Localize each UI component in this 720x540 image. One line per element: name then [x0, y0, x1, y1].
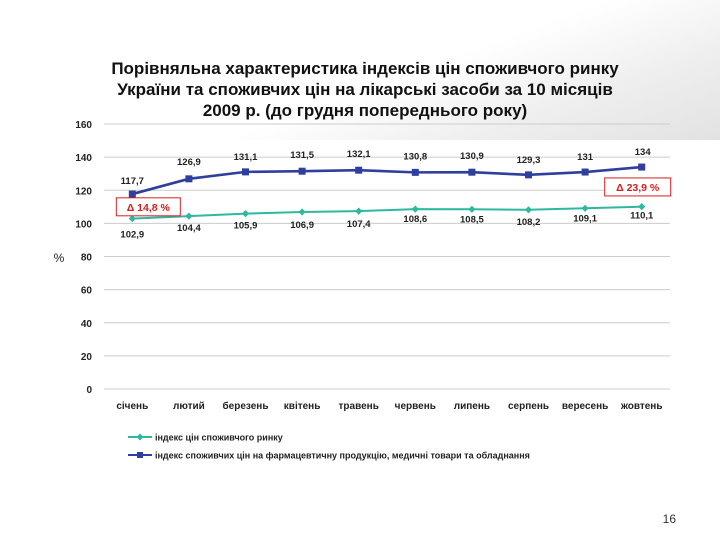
data-label: 132,1: [347, 149, 371, 160]
x-tick-label: квітень: [284, 401, 321, 412]
data-label: 108,2: [517, 217, 541, 228]
data-point: [128, 190, 136, 198]
data-point: [411, 168, 419, 176]
x-tick-label: червень: [395, 401, 436, 412]
delta-label-2: Δ 23,9 %: [616, 182, 660, 194]
y-tick-label: 160: [75, 120, 92, 131]
data-label: 106,9: [290, 220, 314, 231]
data-point: [525, 171, 532, 179]
y-tick-label: 60: [81, 286, 93, 297]
data-point: [468, 205, 476, 213]
data-label: 108,5: [460, 214, 484, 225]
data-label: 131,1: [234, 152, 258, 163]
page-number: 16: [662, 512, 676, 526]
data-label: 117,7: [121, 176, 144, 187]
delta-label-1: Δ 14,8 %: [127, 202, 171, 214]
y-tick-label: 140: [75, 153, 92, 164]
data-point: [298, 167, 306, 175]
data-label: 105,9: [234, 221, 258, 232]
data-label: 130,9: [460, 151, 484, 162]
y-tick-label: 40: [81, 319, 93, 330]
data-point: [355, 207, 363, 215]
delta-box-1: [115, 197, 181, 217]
data-point: [241, 210, 250, 218]
data-point: [638, 203, 646, 211]
delta-box-2: [604, 177, 672, 197]
x-tick-label: лютий: [173, 401, 205, 412]
data-label: 134: [635, 147, 652, 158]
data-label: 131,5: [290, 150, 314, 161]
data-label: 129,3: [517, 155, 541, 166]
data-point: [185, 175, 193, 183]
title-line-3: 2009 р. (до грудня попереднього року): [202, 101, 528, 120]
chart-title: Порівняльна характеристика індексів цін …: [60, 58, 670, 121]
x-tick-label: березень: [223, 400, 269, 412]
data-label: 110,1: [630, 211, 654, 222]
series-line-2: [131, 165, 642, 196]
y-axis-label: %: [54, 251, 65, 265]
data-label: 108,6: [403, 214, 427, 225]
y-tick-label: 120: [75, 186, 92, 197]
background-shade: [0, 0, 720, 140]
data-label: 104,4: [177, 223, 201, 234]
legend-swatch-marker: [137, 452, 143, 458]
data-point: [185, 212, 193, 220]
series-line-1: [132, 205, 642, 220]
x-tick-label: жовтень: [620, 401, 663, 412]
data-label: 126,9: [177, 157, 201, 168]
x-tick-label: серпень: [508, 401, 549, 412]
x-tick-label: травень: [339, 401, 379, 412]
data-point: [298, 208, 306, 216]
y-tick-label: 20: [81, 352, 93, 363]
title-line-1: Порівняльна характеристика індексів цін …: [111, 59, 619, 78]
legend-swatch-marker: [136, 433, 144, 441]
title-line-2: України та споживчих цін на лікарські за…: [117, 80, 613, 99]
data-point: [524, 206, 533, 214]
x-tick-label: січень: [116, 401, 148, 412]
data-point: [411, 205, 419, 213]
legend-label: індекс цін споживчого ринку: [155, 433, 283, 443]
data-point: [128, 214, 136, 223]
data-label: 102,9: [120, 230, 144, 241]
data-point: [581, 168, 589, 176]
x-tick-label: вересень: [562, 401, 608, 412]
y-tick-label: 100: [75, 219, 92, 230]
data-point: [581, 204, 589, 212]
x-tick-label: липень: [454, 401, 490, 412]
data-label: 131: [577, 152, 594, 163]
data-point: [468, 168, 476, 176]
legend-label: індекс споживчих цін на фармацевтичну пр…: [155, 451, 530, 461]
data-label: 107,4: [347, 219, 371, 230]
data-label: 109,1: [573, 213, 597, 224]
y-tick-label: 0: [86, 385, 92, 396]
y-tick-label: 80: [81, 253, 93, 264]
data-point: [355, 166, 363, 174]
data-point: [242, 168, 249, 176]
data-point: [638, 163, 646, 171]
data-label: 130,8: [403, 151, 427, 162]
